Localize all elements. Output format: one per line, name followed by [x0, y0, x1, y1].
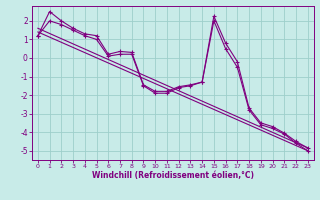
X-axis label: Windchill (Refroidissement éolien,°C): Windchill (Refroidissement éolien,°C) — [92, 171, 254, 180]
